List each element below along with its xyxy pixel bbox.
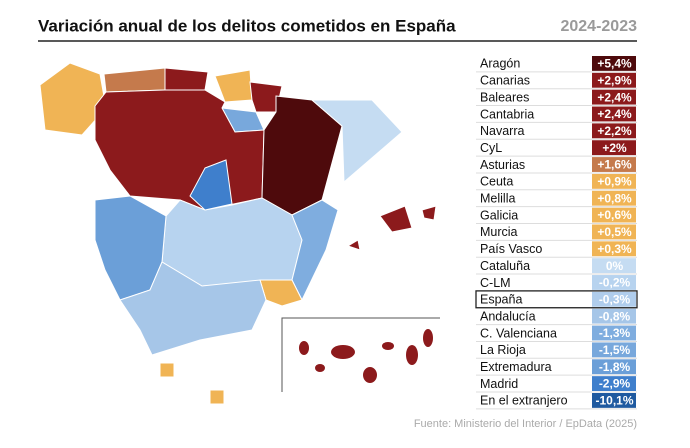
castilla-y-leon <box>94 89 265 211</box>
value-cell <box>592 123 636 139</box>
value-cell <box>592 157 636 172</box>
value-cell <box>592 89 636 105</box>
castilla-la-mancha <box>161 197 303 287</box>
value-cell <box>592 258 636 274</box>
value-cell <box>592 173 636 189</box>
region-name: Cataluña <box>480 259 530 273</box>
canarias <box>299 329 433 383</box>
region-value: +1,6% <box>597 158 632 172</box>
region-value: +2% <box>602 141 627 155</box>
region-name: Murcia <box>480 225 518 239</box>
value-cell <box>592 291 636 307</box>
value-cell <box>592 275 636 290</box>
map <box>39 62 440 405</box>
navarra <box>249 81 283 113</box>
region-name: Asturias <box>480 158 525 172</box>
region-name: Melilla <box>480 192 515 206</box>
region-value: -1,8% <box>599 360 631 374</box>
region-name: La Rioja <box>480 343 526 357</box>
region-name: País Vasco <box>480 242 542 256</box>
region-value: -0,3% <box>599 292 631 306</box>
ceuta <box>159 362 175 378</box>
region-value: +2,9% <box>597 73 632 87</box>
value-cell <box>592 72 636 88</box>
region-name: Canarias <box>480 74 530 88</box>
value-cell <box>592 376 636 391</box>
value-cell <box>592 56 636 71</box>
region-value: -0,2% <box>599 276 631 290</box>
value-cell <box>592 207 636 223</box>
region-name: Navarra <box>480 124 525 138</box>
region-value: -10,1% <box>595 394 633 408</box>
row-box <box>475 290 638 309</box>
period: 2024-2023 <box>560 18 637 35</box>
region-name: Andalucía <box>480 309 536 323</box>
region-value: +2,4% <box>597 90 632 104</box>
title: Variación anual de los delitos cometidos… <box>38 16 456 35</box>
region-value: +5,4% <box>597 57 632 71</box>
value-cell <box>592 241 636 257</box>
region-name: En el extranjero <box>480 394 568 408</box>
value-cell <box>592 393 636 408</box>
andalucia <box>119 261 267 356</box>
region-name: Galicia <box>480 208 518 222</box>
region-value: -0,8% <box>599 309 631 323</box>
region-name: Baleares <box>480 90 529 104</box>
baleares <box>346 239 361 251</box>
value-cell <box>592 342 636 358</box>
value-cell <box>592 359 636 375</box>
canarias-frame <box>281 317 440 392</box>
value-cell <box>592 308 636 324</box>
source: Fuente: Ministerio del Interior / EpData… <box>414 418 637 430</box>
region-name: Ceuta <box>480 175 513 189</box>
region-value: +0,9% <box>597 175 632 189</box>
table: Aragón +5,4% Canarias +2,9% Baleares +2,4% Can… <box>475 56 638 410</box>
region-value: 0% <box>606 259 624 273</box>
baleares <box>421 205 437 221</box>
cantabria <box>164 67 209 91</box>
value-cell <box>592 140 636 156</box>
region-value: -1,3% <box>599 326 631 340</box>
region-name: Aragón <box>480 57 520 71</box>
melilla <box>209 389 225 405</box>
value-cell <box>592 224 636 240</box>
region-value: +0,8% <box>597 191 632 205</box>
region-name: Extremadura <box>480 360 552 374</box>
region-value: -1,5% <box>599 343 631 357</box>
madrid <box>189 159 233 211</box>
region-name: España <box>480 293 522 307</box>
baleares <box>379 205 413 233</box>
region-value: +2,4% <box>597 107 632 121</box>
region-name: Cantabria <box>480 107 534 121</box>
region-value: +0,3% <box>597 242 632 256</box>
asturias <box>103 67 166 93</box>
value-cell <box>592 325 636 341</box>
region-name: Madrid <box>480 377 518 391</box>
pais-vasco <box>214 69 253 103</box>
region-value: -2,9% <box>599 377 631 391</box>
region-name: CyL <box>480 141 502 155</box>
value-cell <box>592 106 636 122</box>
region-name: C-LM <box>480 276 511 290</box>
region-value: +2,2% <box>597 124 632 138</box>
cataluna <box>310 99 403 184</box>
value-cell <box>592 190 636 206</box>
region-value: +0,5% <box>597 225 632 239</box>
comunidad-valenciana <box>291 199 339 302</box>
region-name: C. Valenciana <box>480 326 557 340</box>
region-value: +0,6% <box>597 208 632 222</box>
